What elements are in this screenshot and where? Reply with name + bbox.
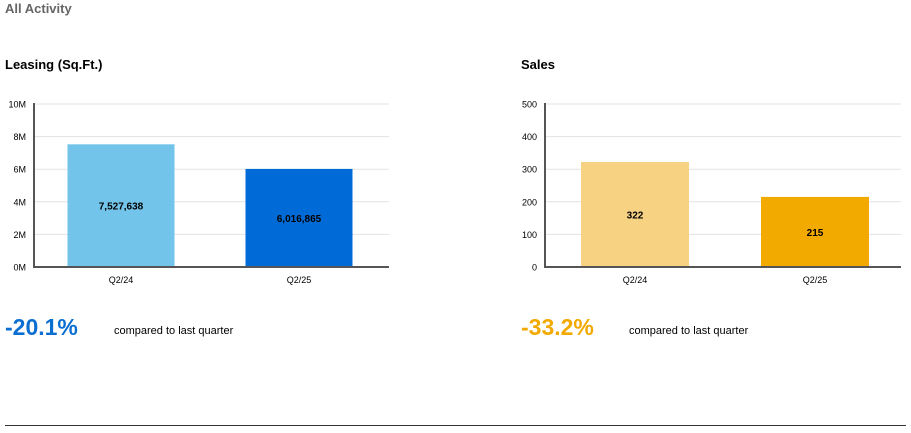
x-tick-label: Q2/24 xyxy=(109,275,134,285)
bar-q2-25 xyxy=(761,196,869,267)
y-tick-label: 100 xyxy=(522,230,537,240)
y-tick-label: 0 xyxy=(532,263,537,273)
y-tick-label: 10M xyxy=(8,100,26,110)
bar-value-label: 6,016,865 xyxy=(277,214,322,225)
leasing-change-value: -20.1% xyxy=(5,314,78,340)
sales-change-note: compared to last quarter xyxy=(629,325,749,337)
leasing-change-note: compared to last quarter xyxy=(114,325,234,337)
y-tick-label: 300 xyxy=(522,165,537,175)
bar-value-label: 215 xyxy=(807,228,824,239)
y-tick-label: 6M xyxy=(13,165,26,175)
y-tick-label: 8M xyxy=(13,132,26,142)
leasing-panel: Leasing (Sq.Ft.) 0M 2M 4M 6M 8M 10M 7,527,638 Q… xyxy=(5,0,425,360)
bottom-divider xyxy=(5,425,906,426)
y-tick-label: 0M xyxy=(13,263,26,273)
page-title: All Activity xyxy=(5,1,72,16)
y-tick-label: 500 xyxy=(522,100,537,110)
leasing-chart-title: Leasing (Sq.Ft.) xyxy=(5,57,103,72)
sales-bar-chart: 0 100 200 300 400 500 322 Q2/24 215 Q2/25 xyxy=(522,100,901,285)
bar-value-label: 7,527,638 xyxy=(99,202,144,213)
x-tick-label: Q2/25 xyxy=(287,275,312,285)
y-tick-label: 2M xyxy=(13,230,26,240)
leasing-bar-chart: 0M 2M 4M 6M 8M 10M 7,527,638 Q2/24 6,016,865 Q2/2… xyxy=(8,100,389,285)
y-tick-label: 4M xyxy=(13,197,26,207)
sales-change-value: -33.2% xyxy=(521,314,594,340)
y-tick-label: 200 xyxy=(522,197,537,207)
bar-q2-24 xyxy=(67,144,175,267)
bar-q2-25 xyxy=(245,168,353,267)
bar-value-label: 322 xyxy=(627,211,644,222)
x-tick-label: Q2/25 xyxy=(803,275,828,285)
sales-panel: Sales 0 100 200 300 400 500 322 Q2/24 215 Q2/25 -… xyxy=(521,0,911,360)
sales-chart-title: Sales xyxy=(521,57,555,72)
x-tick-label: Q2/24 xyxy=(623,275,648,285)
y-tick-label: 400 xyxy=(522,132,537,142)
bar-q2-24 xyxy=(581,162,689,267)
